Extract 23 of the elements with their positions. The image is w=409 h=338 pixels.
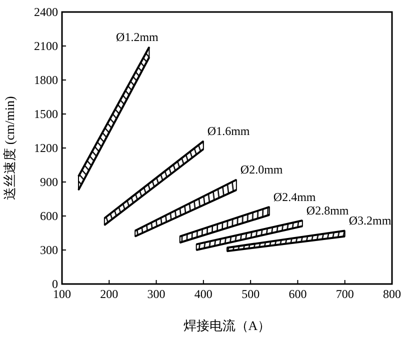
y-tick-label: 2400 [34,5,58,19]
x-tick-label: 200 [100,287,118,301]
series-label: Ø2.4mm [273,190,316,204]
y-tick-label: 1200 [34,141,58,155]
x-tick-label: 700 [336,287,354,301]
series-label: Ø1.6mm [207,124,250,138]
y-tick-label: 300 [40,243,58,257]
y-axis-title: 送丝速度 (cm/min) [2,96,17,200]
x-tick-label: 500 [242,287,260,301]
y-tick-label: 2100 [34,39,58,53]
y-tick-label: 600 [40,209,58,223]
x-tick-label: 300 [147,287,166,301]
x-tick-label: 400 [194,287,212,301]
x-tick-label: 600 [288,287,307,301]
series-label: Ø2.8mm [306,204,350,218]
series-label: Ø3.2mm [348,214,392,228]
series-label: Ø1.2mm [116,30,160,44]
x-axis-title: 焊接电流（A） [183,318,271,333]
y-tick-label: 1500 [34,107,58,121]
x-tick-label: 800 [383,287,401,301]
y-tick-label: 1800 [34,73,58,87]
series-label: Ø2.0mm [240,162,284,177]
y-tick-label: 900 [40,175,58,189]
